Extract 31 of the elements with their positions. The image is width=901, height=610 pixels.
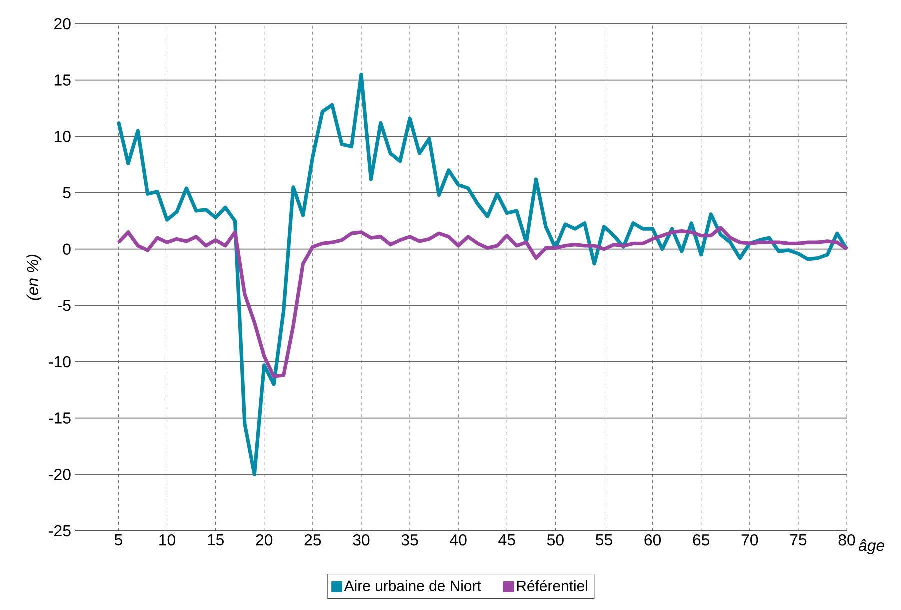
y-tick-label: 20 xyxy=(54,18,71,30)
y-tick-label: 15 xyxy=(54,74,71,86)
x-tick-label: 45 xyxy=(498,534,516,546)
x-axis-title: âge xyxy=(858,540,885,554)
x-tick-label: 25 xyxy=(304,534,322,546)
legend-label: Aire urbaine de Niort xyxy=(344,580,482,592)
x-tick-label: 50 xyxy=(547,534,564,546)
x-tick-label: 70 xyxy=(742,534,758,546)
x-tick-label: 35 xyxy=(402,534,418,546)
x-tick-label: 40 xyxy=(450,534,467,546)
line-series xyxy=(116,72,849,476)
x-tick-label: 10 xyxy=(160,534,176,546)
legend-label: Référentiel xyxy=(517,580,588,592)
x-tick-label: 65 xyxy=(693,534,710,546)
x-tick-label: 20 xyxy=(256,534,273,546)
x-tick-label: 75 xyxy=(790,534,807,546)
y-tick-label: 10 xyxy=(54,131,71,142)
y-tick-label: -5 xyxy=(58,300,71,312)
y-tick-label: -20 xyxy=(49,469,71,480)
y-tick-label: -25 xyxy=(49,525,71,537)
x-tick-label: 60 xyxy=(644,534,662,546)
x-tick-label: 80 xyxy=(838,534,856,546)
y-tick-label: 5 xyxy=(63,187,71,199)
y-tick-label: 0 xyxy=(63,244,71,255)
x-tick-label: 5 xyxy=(114,534,122,546)
x-tick-label: 30 xyxy=(353,534,370,546)
x-tick-label: 15 xyxy=(208,534,224,546)
y-axis-title: (en %) xyxy=(26,254,42,300)
y-tick-label: -15 xyxy=(49,412,71,424)
x-tick-label: 55 xyxy=(596,534,612,546)
y-tick-label: -10 xyxy=(49,356,71,368)
